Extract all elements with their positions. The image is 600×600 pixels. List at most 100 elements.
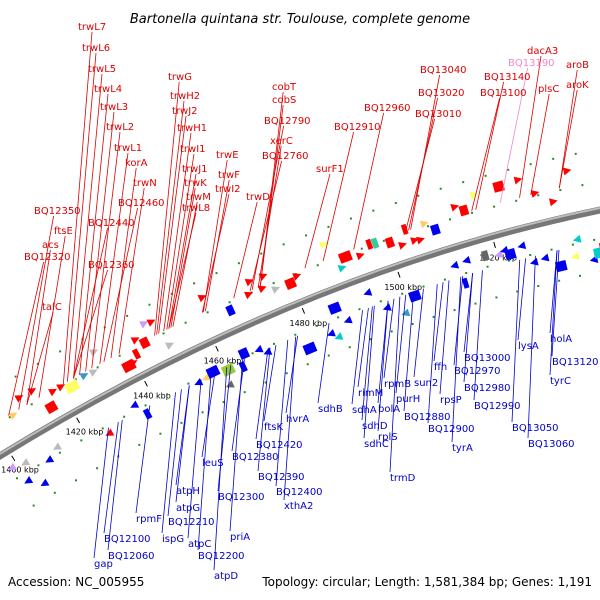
guide-dot xyxy=(581,184,584,187)
guide-dot xyxy=(305,234,308,237)
leader-line xyxy=(197,374,212,551)
leader-line xyxy=(285,335,298,414)
guide-dot xyxy=(251,352,254,355)
gene-label-ispg: ispG xyxy=(162,534,184,545)
gene-label-pria: priA xyxy=(230,532,250,543)
gene-label-sdhc: sdhC xyxy=(364,439,389,450)
guide-dot xyxy=(515,199,518,202)
gene-label-atpg: atpG xyxy=(176,503,200,514)
guide-dot xyxy=(101,427,104,430)
guide-dot xyxy=(537,194,540,197)
leader-line xyxy=(405,118,435,232)
gene-feature xyxy=(548,198,558,207)
leader-line xyxy=(558,69,578,189)
gene-label-trwg: trwG xyxy=(168,72,192,83)
leader-line xyxy=(499,67,528,204)
gene-label-bq12400: BQ12400 xyxy=(276,487,323,498)
guide-dot xyxy=(96,366,99,369)
leader-line xyxy=(18,215,54,410)
guide-dot xyxy=(474,302,477,305)
gene-label-arob: aroB xyxy=(566,60,589,71)
guide-dot xyxy=(272,342,275,345)
gene-feature xyxy=(271,286,281,294)
leader-line xyxy=(201,372,216,458)
leader-line xyxy=(73,227,108,379)
gene-label-bq12970: BQ12970 xyxy=(454,366,501,377)
gene-label-bq13120: BQ13120 xyxy=(552,357,599,368)
guide-dot xyxy=(550,248,553,251)
gene-label-rpls: rplS xyxy=(378,432,398,443)
gene-label-ftse: ftsE xyxy=(54,226,73,237)
guide-dot xyxy=(552,157,555,160)
leader-line xyxy=(275,340,289,487)
gene-label-rimm: rimM xyxy=(358,388,383,399)
leader-line xyxy=(433,282,444,362)
gene-feature xyxy=(480,250,490,262)
guide-dot xyxy=(193,282,196,285)
leader-line xyxy=(249,160,282,292)
gene-feature xyxy=(14,395,24,403)
guide-dot xyxy=(138,443,141,446)
leader-line xyxy=(317,323,330,404)
tick-1520-kbp: 1520 kbp xyxy=(479,241,517,262)
guide-dot xyxy=(372,209,375,212)
leader-line xyxy=(79,93,109,375)
leader-line xyxy=(62,31,93,384)
leader-line xyxy=(166,153,195,330)
leader-line xyxy=(453,276,464,366)
tick-1440-kbp: 1440 kbp xyxy=(133,380,171,400)
gene-label-rpmf: rpmF xyxy=(136,514,162,525)
gene-feature xyxy=(225,304,236,317)
guide-dot xyxy=(187,382,190,385)
gene-features xyxy=(8,167,600,487)
guide-dot xyxy=(417,194,420,197)
gene-label-purh: purH xyxy=(396,394,420,405)
gene-label-bq13060: BQ13060 xyxy=(528,439,575,450)
gene-label-bq13010: BQ13010 xyxy=(415,109,462,120)
guide-dot xyxy=(264,381,267,384)
gene-label-trwm: trwM xyxy=(186,192,211,203)
gene-feature xyxy=(254,344,264,353)
gene-label-leus: leuS xyxy=(202,458,224,469)
leader-line xyxy=(163,132,192,332)
tick-1500-kbp: 1500 kbp xyxy=(384,271,422,292)
guide-dot xyxy=(507,259,510,262)
guide-dot xyxy=(306,363,309,366)
gene-label-arok: aroK xyxy=(566,80,589,91)
gene-label-trmd: trmD xyxy=(390,473,416,484)
gene-label-ftsk: ftsK xyxy=(264,422,283,433)
gene-label-rpmb: rpmB xyxy=(384,379,411,390)
leader-line xyxy=(85,111,115,372)
leader-line xyxy=(168,212,197,329)
leader-line xyxy=(473,270,483,401)
guide-dot xyxy=(243,391,246,394)
gene-label-bq12880: BQ12880 xyxy=(404,412,451,423)
leader-line xyxy=(363,305,375,439)
gene-feature xyxy=(244,279,254,287)
gene-feature xyxy=(225,380,235,388)
gene-label-xtha2: xthA2 xyxy=(284,501,313,512)
guide-dot xyxy=(144,404,147,407)
guide-dot xyxy=(348,346,351,349)
gene-label-bq12460: BQ12460 xyxy=(118,198,165,209)
gene-feature xyxy=(363,288,373,296)
leader-line xyxy=(161,392,176,534)
leader-line xyxy=(427,284,438,424)
leader-line xyxy=(67,52,97,382)
leader-line xyxy=(361,306,373,421)
guide-dot xyxy=(349,217,352,220)
guide-dot xyxy=(593,238,596,241)
guide-dot xyxy=(180,421,183,424)
guide-dot xyxy=(443,278,446,281)
leader-line xyxy=(156,100,185,335)
leader-line xyxy=(73,73,103,379)
leader-line xyxy=(91,131,121,369)
leader-line xyxy=(527,255,536,439)
guide-dot xyxy=(471,211,474,214)
gene-label-bq12200: BQ12200 xyxy=(198,551,245,562)
gene-label-trwl6: trwL6 xyxy=(82,43,110,54)
guide-dot xyxy=(30,403,33,406)
gene-feature xyxy=(398,242,407,250)
leader-line xyxy=(558,89,578,189)
